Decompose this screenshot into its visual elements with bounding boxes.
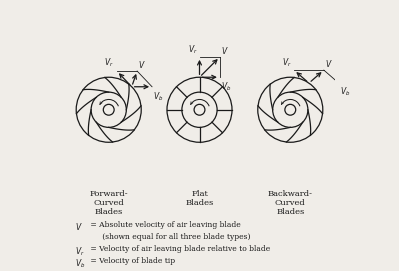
Text: $V$: $V$ [221, 45, 229, 56]
Text: $V_b$: $V_b$ [340, 86, 350, 98]
Text: $V_r$: $V_r$ [188, 43, 198, 56]
Text: = Velocity of air leaving blade relative to blade: = Velocity of air leaving blade relative… [88, 245, 270, 253]
Text: = Velocity of blade tip: = Velocity of blade tip [88, 257, 175, 266]
Text: (shown equal for all three blade types): (shown equal for all three blade types) [88, 233, 250, 241]
Text: $V_r$: $V_r$ [75, 245, 85, 258]
Text: = Absolute velocity of air leaving blade: = Absolute velocity of air leaving blade [88, 221, 241, 229]
Text: Backward-
Curved
Blades: Backward- Curved Blades [268, 190, 313, 216]
Text: $V$: $V$ [75, 221, 83, 232]
Text: $V_r$: $V_r$ [282, 56, 292, 69]
Text: $V_r$: $V_r$ [105, 56, 114, 69]
Text: $V_b$: $V_b$ [221, 80, 231, 93]
Text: $V$: $V$ [138, 59, 146, 70]
Text: $V_b$: $V_b$ [153, 90, 163, 102]
Text: $V$: $V$ [325, 58, 332, 69]
Text: Forward-
Curved
Blades: Forward- Curved Blades [89, 190, 128, 216]
Text: $V_b$: $V_b$ [75, 257, 85, 270]
Text: Flat
Blades: Flat Blades [186, 190, 213, 207]
